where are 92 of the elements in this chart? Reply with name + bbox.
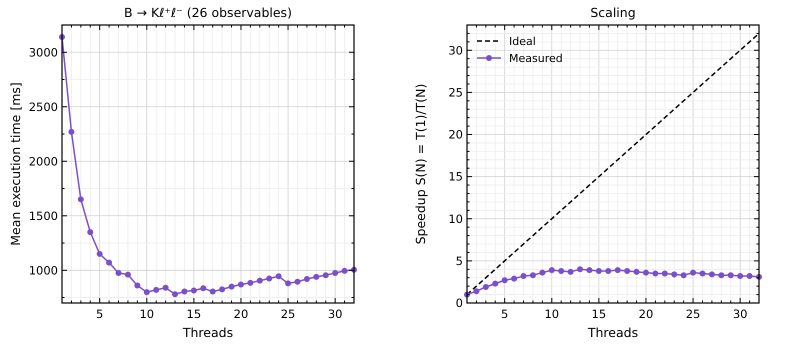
point	[728, 272, 734, 278]
y-axis-title: Speedup S(N) = T(1)/T(N)	[413, 84, 428, 244]
point	[247, 280, 254, 286]
x-tick-label: 20	[234, 307, 248, 321]
point	[162, 284, 169, 291]
point	[144, 289, 150, 296]
x-tick-label: 30	[732, 307, 748, 321]
point	[482, 284, 489, 290]
point	[605, 268, 612, 274]
point	[558, 268, 564, 274]
point	[680, 272, 687, 278]
point	[614, 267, 621, 274]
point	[502, 277, 508, 284]
x-axis-title: Threads	[182, 325, 234, 340]
point	[228, 284, 235, 290]
chart-title: B → Kℓ⁺ℓ⁻ (26 observables)	[124, 5, 292, 20]
y-tick-label: 2000	[28, 154, 58, 168]
x-tick-label: 25	[280, 307, 296, 321]
point	[210, 288, 216, 295]
point	[539, 270, 546, 276]
point	[634, 268, 640, 275]
point	[671, 271, 678, 278]
x-tick-label: 25	[686, 307, 700, 321]
point	[586, 267, 592, 274]
y-tick-label: 5	[456, 254, 463, 268]
y-tick-label: 1000	[28, 263, 58, 278]
point	[153, 286, 160, 293]
point	[511, 276, 518, 282]
point	[652, 270, 658, 277]
point	[200, 285, 206, 292]
point	[190, 287, 197, 294]
y-tick-label: 30	[448, 43, 463, 58]
x-tick-label: 5	[96, 307, 104, 321]
point	[596, 268, 602, 274]
point	[746, 273, 753, 280]
point	[342, 268, 348, 274]
point	[116, 270, 122, 276]
point	[172, 291, 178, 298]
y-axis-title: Mean execution time [ms]	[8, 82, 23, 246]
point	[642, 270, 649, 276]
point	[690, 270, 696, 276]
point	[276, 273, 282, 280]
point	[181, 288, 188, 295]
point	[718, 272, 724, 278]
point	[313, 274, 320, 280]
point	[304, 276, 310, 282]
x-tick-label: 15	[592, 307, 606, 321]
y-tick-label: 20	[448, 128, 463, 142]
point	[520, 273, 527, 280]
y-tick-label: 15	[448, 170, 463, 184]
point	[548, 267, 555, 274]
point	[332, 270, 338, 276]
point	[238, 281, 244, 288]
point	[530, 272, 536, 278]
point	[285, 280, 292, 286]
point	[322, 272, 329, 278]
point	[662, 270, 668, 277]
point	[568, 268, 574, 275]
y-tick-label: 2500	[28, 100, 58, 114]
point	[737, 273, 744, 280]
y-tick-label: 10	[448, 212, 463, 226]
x-tick-label: 5	[501, 307, 508, 321]
point	[256, 278, 263, 284]
point	[492, 280, 498, 287]
point	[106, 260, 112, 266]
y-tick-label: 0	[456, 296, 463, 310]
x-tick-label: 20	[638, 307, 654, 321]
point	[68, 128, 74, 135]
point	[219, 286, 226, 292]
chart-title: Scaling	[590, 5, 636, 20]
x-tick-label: 15	[186, 307, 202, 321]
point	[78, 196, 84, 202]
legend-label: Measured	[509, 52, 563, 65]
x-tick-label: 10	[544, 307, 560, 321]
point	[699, 270, 706, 277]
x-tick-label: 30	[328, 307, 342, 321]
point	[87, 229, 94, 236]
point	[708, 271, 715, 278]
point	[624, 268, 630, 274]
y-tick-label: 3000	[28, 45, 58, 60]
legend-label: Ideal	[509, 34, 536, 48]
point	[577, 266, 584, 272]
point	[294, 278, 300, 285]
y-tick-label: 1500	[28, 208, 58, 223]
x-axis-title: Threads	[586, 325, 638, 340]
x-tick-label: 10	[139, 307, 154, 321]
y-tick-label: 25	[448, 85, 463, 100]
point	[134, 282, 140, 289]
point	[473, 288, 480, 294]
point	[266, 275, 272, 282]
point	[124, 272, 131, 278]
point	[96, 250, 103, 257]
